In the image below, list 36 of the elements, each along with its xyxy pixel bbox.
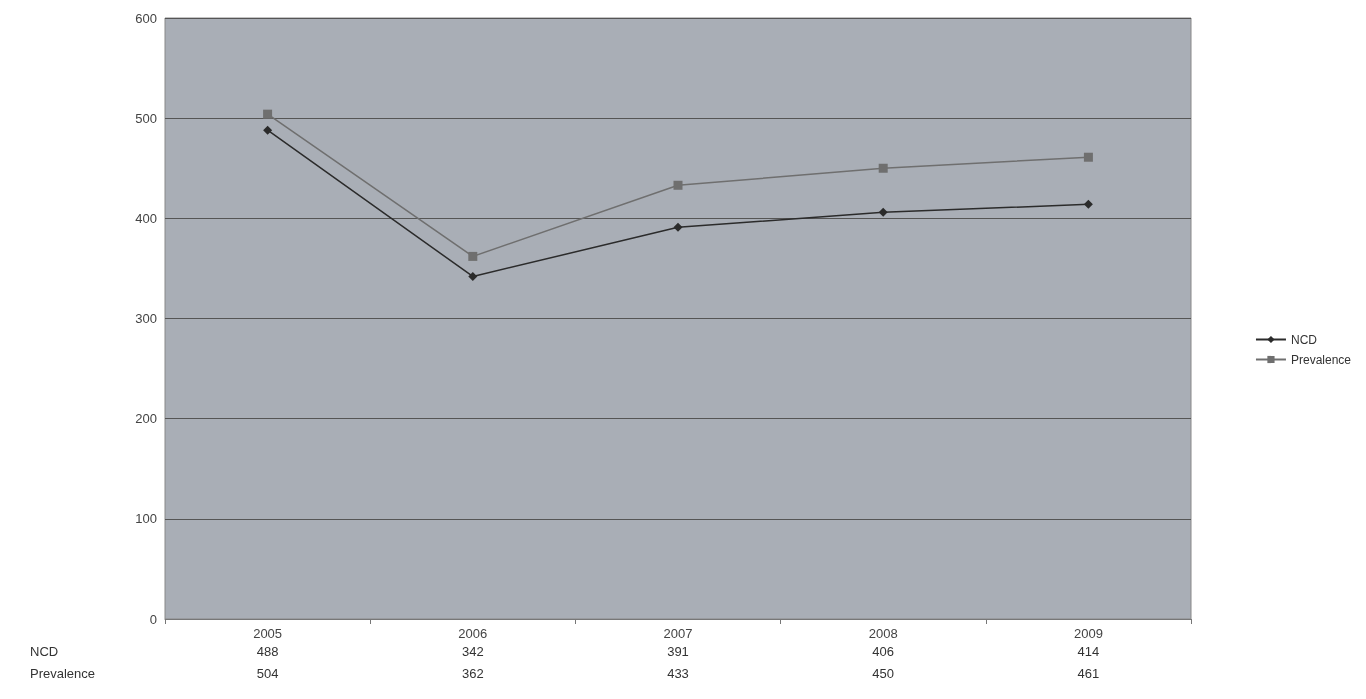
point xyxy=(673,180,683,190)
data-label: 461 xyxy=(1077,666,1100,681)
y-tick-label: 500 xyxy=(135,110,157,126)
y-tick-label: 300 xyxy=(135,311,157,326)
point xyxy=(468,251,478,261)
data-label: 406 xyxy=(872,644,895,659)
point xyxy=(878,207,888,217)
point xyxy=(673,222,683,232)
x-tick-label: 2008 xyxy=(868,626,898,641)
y-tick-label: 200 xyxy=(135,411,157,427)
data-label: 504 xyxy=(256,666,279,681)
point xyxy=(1083,199,1093,209)
data-label: 391 xyxy=(667,644,689,659)
data-label: 433 xyxy=(667,666,689,681)
text: NCD xyxy=(30,644,59,659)
x-tick-label: 2005 xyxy=(253,626,283,641)
point xyxy=(1083,152,1093,162)
data-label: 488 xyxy=(256,644,279,659)
data-label: 362 xyxy=(461,666,484,681)
y-tick-label: 100 xyxy=(135,511,157,527)
point xyxy=(263,109,273,119)
point xyxy=(263,125,273,135)
point xyxy=(878,163,888,173)
legend-label: NCD xyxy=(1290,332,1318,347)
data-label: 342 xyxy=(461,644,484,659)
x-tick-label: 2007 xyxy=(663,626,693,641)
x-tick-label: 2009 xyxy=(1073,626,1103,641)
text: Prevalence xyxy=(30,666,96,681)
data-label: 450 xyxy=(872,666,895,681)
point xyxy=(468,271,478,281)
legend-label: Prevalence xyxy=(1290,352,1352,367)
y-tick-label: 0 xyxy=(149,611,157,627)
y-tick-label: 600 xyxy=(135,10,157,26)
x-tick-label: 2006 xyxy=(458,626,488,641)
data-label: 414 xyxy=(1077,644,1100,659)
y-tick-label: 400 xyxy=(135,210,157,226)
